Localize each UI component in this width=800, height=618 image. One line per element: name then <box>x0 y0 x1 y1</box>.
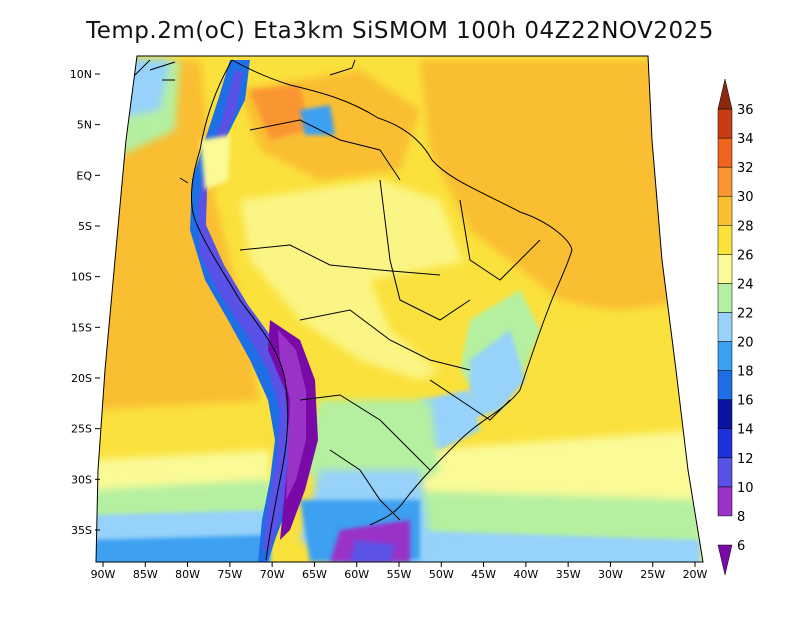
colorbar-swatch <box>717 399 733 429</box>
colorbar-swatch <box>717 544 733 576</box>
lat-tick-label: EQ <box>76 169 92 182</box>
lon-tick-label: 40W <box>513 568 538 581</box>
longitude-axis: 90W 85W 80W 75W 70W 65W 60W 55W 50W 45W 40W 35W 30W 2… <box>91 562 708 581</box>
lon-tick-label: 25W <box>640 568 665 581</box>
latitude-axis: 10N 5N EQ 5S 10S 15S 20S 25S 30S 35S <box>70 68 100 537</box>
lat-tick-label: 5N <box>77 119 92 132</box>
colorbar-label: 20 <box>737 336 754 351</box>
colorbar-swatch <box>717 137 733 168</box>
colorbar-label: 32 <box>737 161 754 176</box>
lon-tick-label: 85W <box>133 568 158 581</box>
colorbar-swatch <box>717 428 733 459</box>
map-title: Temp.2m(oC) Eta3km SiSMOM 100h 04Z22NOV2… <box>86 18 714 44</box>
lat-tick-label: 20S <box>71 372 92 385</box>
lon-tick-label: 50W <box>429 568 454 581</box>
colorbar-swatch <box>717 166 733 197</box>
lon-tick-label: 60W <box>344 568 369 581</box>
colorbar-swatch <box>717 486 733 517</box>
colorbar-label: 10 <box>737 481 754 496</box>
colorbar-swatch <box>717 370 733 400</box>
colorbar-label: 14 <box>737 423 754 438</box>
lat-tick-label: 35S <box>71 524 92 537</box>
lon-tick-label: 90W <box>91 568 116 581</box>
map-frame <box>95 55 704 563</box>
lon-tick-label: 80W <box>175 568 200 581</box>
colorbar: 6 8 10 12 14 16 18 20 22 24 26 28 30 32 34 36 <box>717 78 754 576</box>
colorbar-swatch <box>717 254 733 284</box>
lat-tick-label: 25S <box>71 423 92 436</box>
lon-tick-label: 55W <box>387 568 412 581</box>
colorbar-swatch <box>717 312 733 342</box>
colorbar-swatch <box>717 108 733 139</box>
lon-tick-label: 35W <box>556 568 581 581</box>
colorbar-label: 26 <box>737 248 754 263</box>
colorbar-label: 16 <box>737 394 754 409</box>
colorbar-swatch <box>717 457 733 488</box>
lat-tick-label: 30S <box>71 473 92 486</box>
lon-tick-label: 45W <box>471 568 496 581</box>
colorbar-label: 22 <box>737 306 754 321</box>
colorbar-label: 28 <box>737 219 754 234</box>
colorbar-label: 8 <box>737 510 745 525</box>
colorbar-swatch <box>717 78 733 110</box>
lon-tick-label: 70W <box>260 568 285 581</box>
lon-tick-label: 75W <box>217 568 242 581</box>
colorbar-swatch <box>717 195 733 226</box>
colorbar-label: 12 <box>737 452 754 467</box>
colorbar-label: 34 <box>737 132 754 147</box>
colorbar-swatch <box>717 341 733 371</box>
temperature-field <box>96 56 703 562</box>
lon-tick-label: 65W <box>302 568 327 581</box>
lon-tick-label: 30W <box>598 568 623 581</box>
lat-tick-label: 10N <box>70 68 92 81</box>
lat-tick-label: 15S <box>71 321 92 334</box>
colorbar-swatch <box>717 225 733 255</box>
lon-tick-label: 20W <box>683 568 708 581</box>
colorbar-label: 24 <box>737 277 754 292</box>
colorbar-swatch <box>717 283 733 313</box>
colorbar-label: 30 <box>737 190 754 205</box>
lat-tick-label: 5S <box>78 220 92 233</box>
colorbar-label: 18 <box>737 365 754 380</box>
colorbar-label: 6 <box>737 539 745 554</box>
coastlines <box>104 59 573 561</box>
lat-tick-label: 10S <box>71 271 92 284</box>
colorbar-label: 36 <box>737 103 754 118</box>
